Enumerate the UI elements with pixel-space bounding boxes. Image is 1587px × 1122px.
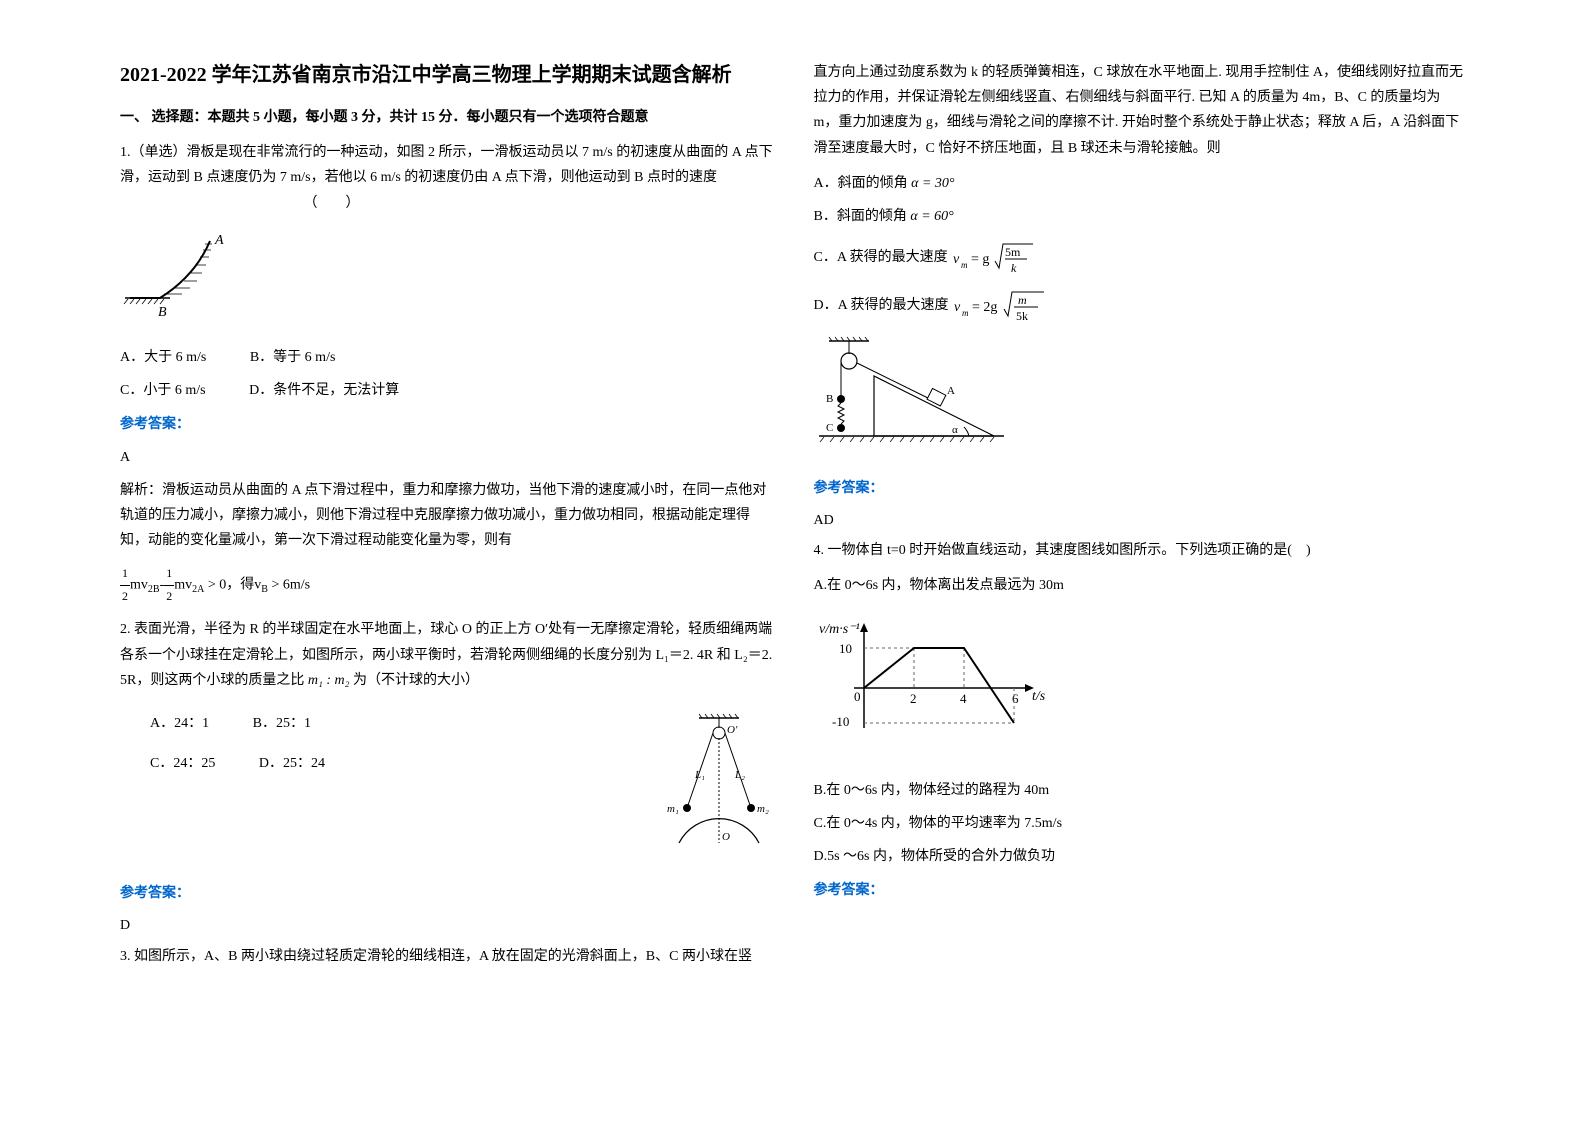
svg-text:O: O [722,831,730,843]
q2-ratio-label: 为（不计球的大小） [353,673,479,688]
q3-option-a: A．斜面的倾角 α = 30° [814,171,1468,196]
document-title: 2021-2022 学年江苏省南京市沿江中学高三物理上学期期末试题含解析 [120,60,774,90]
q1-formula: 12mv2B-12mv2A > 0，得vB > 6m/s [120,563,774,607]
question-4: 4. 一物体自 t=0 时开始做直线运动，其速度图线如图所示。下列选项正确的是(… [814,538,1468,563]
svg-text:m₂: m₂ [757,803,769,815]
q1-options-2: C．小于 6 m/s D．条件不足，无法计算 [120,378,774,403]
svg-text:-10: -10 [832,714,849,729]
question-3-p1: 3. 如图所示，A、B 两小球由绕过轻质定滑轮的细线相连，A 放在固定的光滑斜面… [120,944,774,969]
svg-text:= g: = g [971,252,989,267]
q3-answer: AD [814,508,1468,533]
svg-text:0: 0 [854,689,861,704]
svg-text:2: 2 [910,691,917,706]
q4-option-a: A.在 0～6s 内，物体离出发点最远为 30m [814,573,1468,598]
left-column: 2021-2022 学年江苏省南京市沿江中学高三物理上学期期末试题含解析 一、 … [100,60,794,1062]
svg-text:m: m [962,308,969,318]
q2-option-a: A．24：1 [150,711,209,736]
svg-text:t/s: t/s [1032,689,1046,704]
svg-text:C: C [826,422,833,434]
q2-options-2: C．24：25 D．25：24 [120,751,664,776]
question-3-p2: 直方向上通过劲度系数为 k 的轻质弹簧相连，C 球放在水平地面上. 现用手控制住… [814,60,1468,161]
svg-text:L₂: L₂ [734,769,745,781]
q4-option-b: B.在 0～6s 内，物体经过的路程为 40m [814,778,1468,803]
label-B: B [158,305,167,320]
q4-option-c: C.在 0～4s 内，物体的平均速率为 7.5m/s [814,811,1468,836]
svg-text:B: B [826,393,833,405]
q1-option-a: A．大于 6 m/s [120,345,206,370]
svg-text:10: 10 [839,641,852,656]
section-1-header: 一、 选择题：本题共 5 小题，每小题 3 分，共计 15 分．每小题只有一个选… [120,105,774,130]
q2-option-b: B．25：1 [253,711,311,736]
q3-option-b: B．斜面的倾角 α = 60° [814,204,1468,229]
svg-text:m: m [961,260,968,270]
svg-text:v: v [954,300,961,315]
q1-options: A．大于 6 m/s B．等于 6 m/s [120,345,774,370]
right-column: 直方向上通过劲度系数为 k 的轻质弹簧相连，C 球放在水平地面上. 现用手控制住… [794,60,1488,1062]
svg-text:O′: O′ [727,724,738,736]
svg-text:v: v [953,252,960,267]
svg-text:A: A [947,385,955,397]
svg-text:6: 6 [1012,691,1019,706]
q1-option-c: C．小于 6 m/s [120,378,206,403]
q1-option-d: D．条件不足，无法计算 [249,378,399,403]
q1-figure: A B [120,226,774,335]
svg-text:= 2g: = 2g [972,300,997,315]
q2-option-d: D．25：24 [259,751,325,776]
q4-chart: v/m·s⁻¹ t/s 10 0 -10 2 4 6 [814,608,1468,767]
q1-answer: A [120,445,774,470]
svg-text:m₁: m₁ [667,803,679,815]
svg-text:v/m·s⁻¹: v/m·s⁻¹ [819,622,860,637]
q3-option-c: C．A 获得的最大速度 v m = g 5m k [814,238,1468,278]
svg-text:k: k [1011,261,1017,275]
svg-text:5k: 5k [1016,309,1028,323]
q1-bracket: （ ） [304,196,360,211]
q1-option-b: B．等于 6 m/s [250,345,336,370]
q2-options-1: A．24：1 B．25：1 [120,711,664,736]
q1-answer-label: 参考答案： [120,411,774,436]
q1-explanation: 解析：滑板运动员从曲面的 A 点下滑过程中，重力和摩擦力做功，当他下滑的速度减小… [120,478,774,554]
svg-text:L₁: L₁ [694,769,705,781]
question-2: 2. 表面光滑，半径为 R 的半球固定在水平地面上，球心 O 的正上方 O′处有… [120,617,774,693]
q4-answer-label: 参考答案： [814,877,1468,902]
q3-option-d: D．A 获得的最大速度 v m = 2g m 5k [814,286,1468,326]
q2-answer-label: 参考答案： [120,880,774,905]
label-A: A [214,233,224,248]
svg-text:m: m [1018,293,1027,307]
q2-answer: D [120,913,774,938]
question-1: 1.（单选）滑板是现在非常流行的一种运动，如图 2 所示，一滑板运动员以 7 m… [120,140,774,216]
q3-answer-label: 参考答案： [814,475,1468,500]
q4-option-d: D.5s ～6s 内，物体所受的合外力做负功 [814,844,1468,869]
svg-text:4: 4 [960,691,967,706]
q2-option-c: C．24：25 [150,751,215,776]
svg-text:5m: 5m [1005,245,1021,259]
svg-text:α: α [952,424,958,436]
q1-text: 1.（单选）滑板是现在非常流行的一种运动，如图 2 所示，一滑板运动员以 7 m… [120,145,773,185]
q2-figure: O′ L₁ L₂ m₁ m₂ O [664,713,774,862]
q3-figure: B C A α [814,336,1468,465]
